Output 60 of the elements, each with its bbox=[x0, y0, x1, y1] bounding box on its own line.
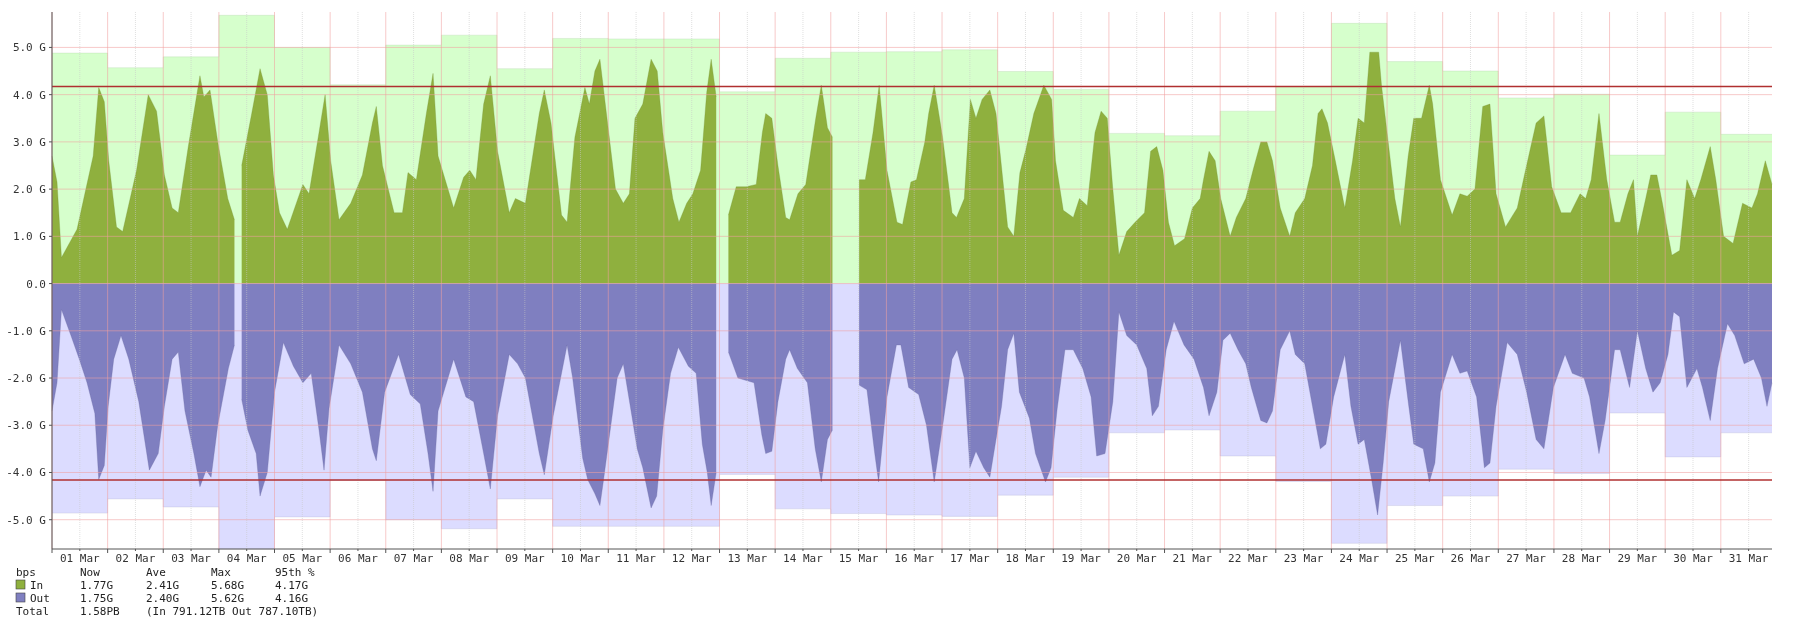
text: 4.16G bbox=[275, 592, 309, 605]
x-tick-label: 04 Mar bbox=[226, 552, 267, 565]
legend-title: bps bbox=[16, 566, 36, 579]
x-tick-label: 29 Mar bbox=[1617, 552, 1658, 565]
x-tick-label: 05 Mar bbox=[282, 552, 323, 565]
x-tick-label: 03 Mar bbox=[171, 552, 212, 565]
text: 2.40G bbox=[146, 592, 180, 605]
x-tick-label: 16 Mar bbox=[894, 552, 935, 565]
y-tick-label: 3.0 G bbox=[12, 135, 46, 149]
x-tick-label: 31 Mar bbox=[1728, 552, 1769, 565]
y-tick-label: -5.0 G bbox=[6, 513, 46, 527]
y-tick-label: 4.0 G bbox=[12, 88, 46, 102]
text: 1.58PB bbox=[80, 605, 121, 618]
x-tick-label: 09 Mar bbox=[504, 552, 546, 565]
x-tick-label: 27 Mar bbox=[1506, 552, 1547, 565]
text: 4.17G bbox=[275, 579, 309, 592]
text: 1.77G bbox=[80, 579, 114, 592]
x-tick-label: 25 Mar bbox=[1394, 552, 1436, 565]
y-tick-label: -1.0 G bbox=[6, 324, 46, 338]
x-tick-label: 26 Mar bbox=[1450, 552, 1491, 565]
y-tick-label: 2.0 G bbox=[12, 183, 46, 197]
x-tick-label: 11 Mar bbox=[616, 552, 657, 565]
x-tick-label: 19 Mar bbox=[1061, 552, 1102, 565]
text: 95th % bbox=[275, 566, 316, 579]
y-tick-label: 0.0 bbox=[26, 277, 46, 291]
text: (In 791.12TB Out 787.10TB) bbox=[146, 605, 319, 618]
text: Ave bbox=[146, 566, 166, 579]
x-tick-label: 24 Mar bbox=[1339, 552, 1380, 565]
x-tick-label: 07 Mar bbox=[393, 552, 434, 565]
y-tick-label: 1.0 G bbox=[12, 230, 46, 244]
y-tick-label: -4.0 G bbox=[6, 466, 46, 480]
x-tick-label: 10 Mar bbox=[560, 552, 601, 565]
text: 5.62G bbox=[211, 592, 245, 605]
x-tick-label: 12 Mar bbox=[671, 552, 712, 565]
x-tick-label: 02 Mar bbox=[115, 552, 156, 565]
text: Max bbox=[211, 566, 232, 579]
text: 2.41G bbox=[146, 579, 180, 592]
x-tick-label: 08 Mar bbox=[449, 552, 490, 565]
x-tick-label: 13 Mar bbox=[727, 552, 768, 565]
x-tick-label: 20 Mar bbox=[1116, 552, 1157, 565]
y-tick-label: 5.0 G bbox=[12, 41, 46, 55]
text: Total bbox=[16, 605, 50, 618]
x-tick-label: 15 Mar bbox=[838, 552, 879, 565]
x-tick-label: 01 Mar bbox=[59, 552, 101, 565]
text: 5.68G bbox=[211, 579, 245, 592]
x-tick-label: 21 Mar bbox=[1172, 552, 1213, 565]
x-tick-label: 14 Mar bbox=[783, 552, 824, 565]
x-tick-label: 17 Mar bbox=[949, 552, 991, 565]
legend-label: Out bbox=[30, 592, 50, 605]
text: Now bbox=[80, 566, 101, 579]
y-tick-label: -2.0 G bbox=[6, 372, 46, 386]
x-tick-label: 22 Mar bbox=[1228, 552, 1269, 565]
x-tick-label: 30 Mar bbox=[1673, 552, 1714, 565]
x-tick-label: 06 Mar bbox=[338, 552, 379, 565]
x-tick-label: 18 Mar bbox=[1005, 552, 1046, 565]
x-tick-label: 23 Mar bbox=[1283, 552, 1324, 565]
legend-label: In bbox=[30, 579, 44, 592]
y-tick-label: -3.0 G bbox=[6, 419, 46, 433]
text: 1.75G bbox=[80, 592, 114, 605]
x-tick-label: 28 Mar bbox=[1561, 552, 1602, 565]
